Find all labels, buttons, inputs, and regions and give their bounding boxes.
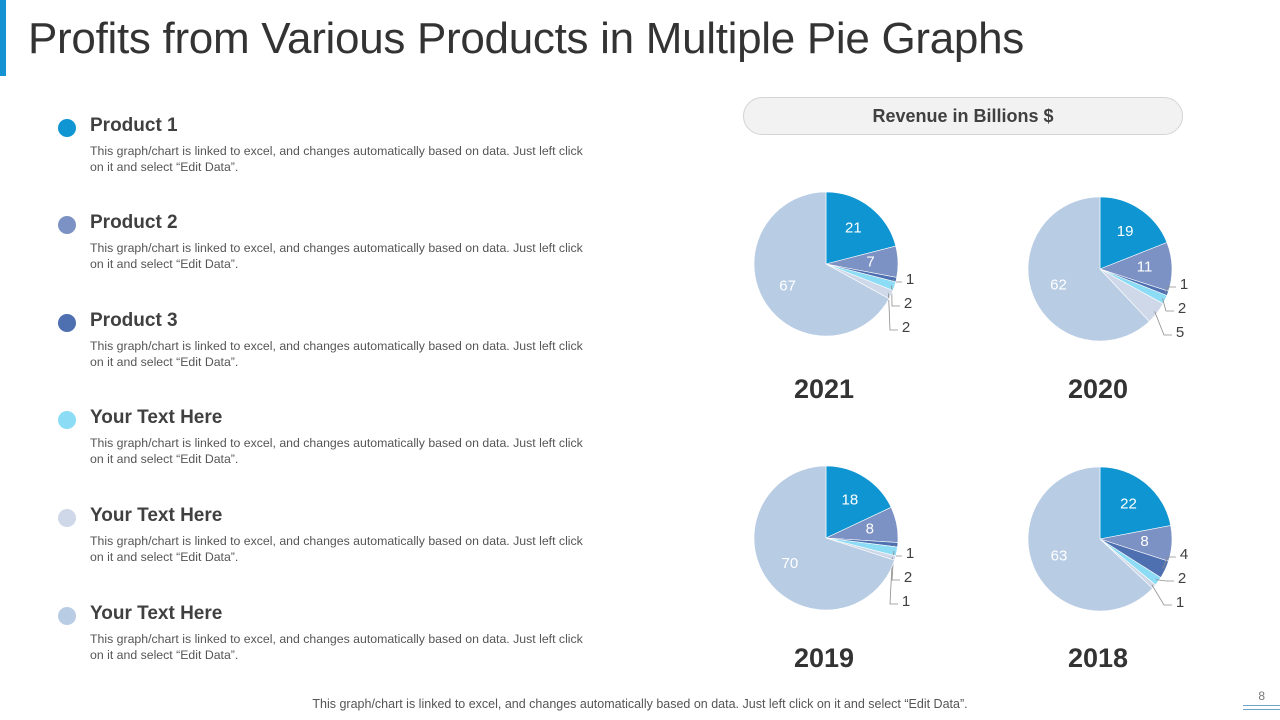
legend-dot-icon xyxy=(58,509,76,527)
pie-slice-label: 8 xyxy=(866,521,874,538)
pie-leader-line xyxy=(1154,311,1172,336)
page-number: 8 xyxy=(1258,689,1265,703)
pie-slice xyxy=(825,465,892,539)
pie-slice-label: 11 xyxy=(1137,259,1153,276)
pie-leader-line xyxy=(1162,298,1174,312)
footer-divider xyxy=(1243,709,1280,710)
pie-slice-label: 21 xyxy=(845,220,862,237)
pie-slice-label: 5 xyxy=(1176,324,1184,341)
legend-label: Your Text Here xyxy=(90,603,223,624)
pie-slice-label: 2 xyxy=(1178,570,1186,587)
legend-dot-icon xyxy=(58,314,76,332)
pie-slice-label: 7 xyxy=(866,254,874,271)
pie-slice-label: 1 xyxy=(902,593,910,610)
pie-year-label: 2019 xyxy=(794,643,854,673)
pie-slice-label: 8 xyxy=(1140,533,1148,550)
pie-slice-label: 19 xyxy=(1117,223,1134,240)
pie-year-label: 2021 xyxy=(794,374,854,404)
pie-slice-label: 62 xyxy=(1050,276,1067,293)
legend-label: Your Text Here xyxy=(90,407,223,428)
pie-year-label: 2020 xyxy=(1068,374,1128,404)
pie-leader-line xyxy=(1151,584,1172,606)
pie-leader-line xyxy=(1155,579,1174,582)
pie-slice-label: 1 xyxy=(906,271,914,288)
legend-label: Product 3 xyxy=(90,310,178,331)
pie-slice-label: 18 xyxy=(842,491,859,508)
revenue-header: Revenue in Billions $ xyxy=(743,97,1183,135)
pie-slice-label: 1 xyxy=(1180,276,1188,293)
pie-slice-label: 63 xyxy=(1051,548,1068,565)
pie-slice-label: 22 xyxy=(1120,496,1137,513)
pie-slice xyxy=(753,465,895,611)
pie-leader-line xyxy=(888,293,898,331)
footer-note: This graph/chart is linked to excel, and… xyxy=(312,697,968,711)
legend-dot-icon xyxy=(58,119,76,137)
legend-description: This graph/chart is linked to excel, and… xyxy=(90,339,583,369)
title-accent-bar xyxy=(0,0,6,76)
legend-label: Product 1 xyxy=(90,115,178,136)
pie-year-label: 2018 xyxy=(1068,643,1128,673)
legend-description: This graph/chart is linked to excel, and… xyxy=(90,534,583,564)
pie-leader-line xyxy=(1162,556,1176,569)
pie-slice-label: 67 xyxy=(779,278,796,295)
page-title: Profits from Various Products in Multipl… xyxy=(28,14,1024,63)
legend-dot-icon xyxy=(58,411,76,429)
legend-description: This graph/chart is linked to excel, and… xyxy=(90,144,583,174)
pie-slice-label: 2 xyxy=(904,295,912,312)
pie-slice xyxy=(825,191,897,265)
legend-dot-icon xyxy=(58,216,76,234)
pie-slice xyxy=(1027,196,1150,342)
pie-slice-label: 2 xyxy=(904,569,912,586)
pie-leader-line xyxy=(889,557,898,605)
legend-dot-icon xyxy=(58,607,76,625)
legend-description: This graph/chart is linked to excel, and… xyxy=(90,632,583,662)
pie-slice-label: 2 xyxy=(1178,300,1186,317)
pie-slice-label: 4 xyxy=(1180,546,1188,563)
pie-slice xyxy=(753,191,890,337)
pie-slice-label: 2 xyxy=(902,319,910,336)
pie-slice xyxy=(1099,196,1168,270)
pie-leader-line xyxy=(1164,286,1176,293)
pie-slice xyxy=(1027,466,1153,612)
legend-label: Your Text Here xyxy=(90,505,223,526)
legend-description: This graph/chart is linked to excel, and… xyxy=(90,241,583,271)
pie-slice xyxy=(1099,466,1172,540)
legend-description: This graph/chart is linked to excel, and… xyxy=(90,436,583,466)
pie-slice-label: 1 xyxy=(1176,594,1184,611)
pie-slice-label: 1 xyxy=(906,545,914,562)
footer-divider xyxy=(1243,705,1280,706)
pie-slice-label: 70 xyxy=(782,555,799,572)
legend-label: Product 2 xyxy=(90,212,178,233)
